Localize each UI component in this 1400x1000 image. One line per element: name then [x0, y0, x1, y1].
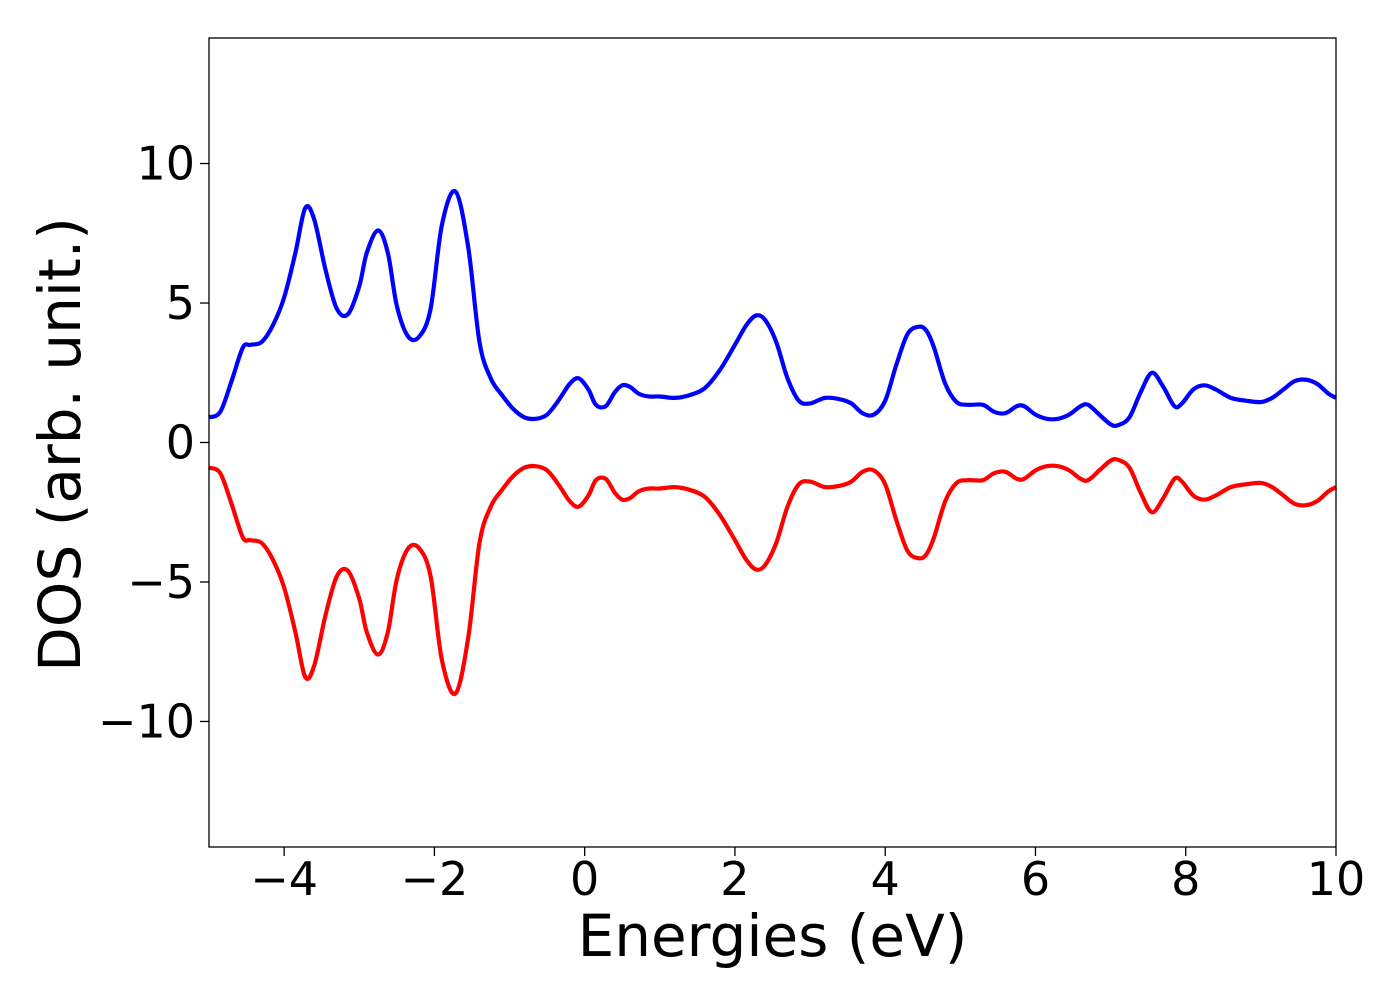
x-tick-label: −2	[400, 852, 468, 906]
series-line-red	[208, 456, 1338, 697]
series-line-blue	[208, 188, 1338, 429]
y-tick-label: −10	[98, 694, 195, 748]
x-tick-label: 0	[570, 852, 599, 906]
series-layer	[208, 188, 1338, 697]
ticks-layer: −4 −2 0 2 4 6 8 10 −10 −5 0 5 10	[98, 137, 1365, 906]
x-tick-label: −4	[250, 852, 318, 906]
y-tick-label: 10	[136, 137, 195, 191]
x-tick-label: 10	[1307, 852, 1366, 906]
y-axis-label: DOS (arb. unit.)	[26, 217, 94, 672]
x-tick-label: 6	[1021, 852, 1050, 906]
y-tick-label: −5	[127, 555, 195, 609]
x-tick-label: 8	[1171, 852, 1200, 906]
x-tick-label: 2	[720, 852, 749, 906]
x-tick-label: 4	[871, 852, 900, 906]
plot-frame	[208, 37, 1337, 848]
y-tick-label: 5	[166, 276, 195, 330]
x-axis-label: Energies (eV)	[578, 902, 968, 970]
y-tick-label: 0	[166, 416, 195, 470]
